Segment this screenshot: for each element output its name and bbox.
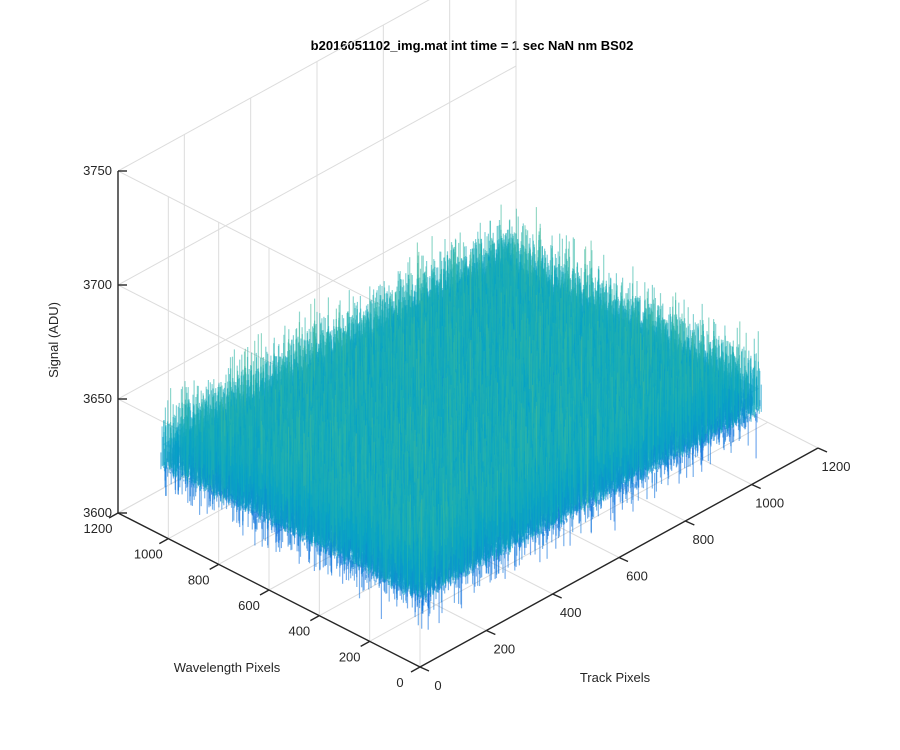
- chart-title: b2016051102_img.mat int time = 1 sec NaN…: [311, 38, 634, 53]
